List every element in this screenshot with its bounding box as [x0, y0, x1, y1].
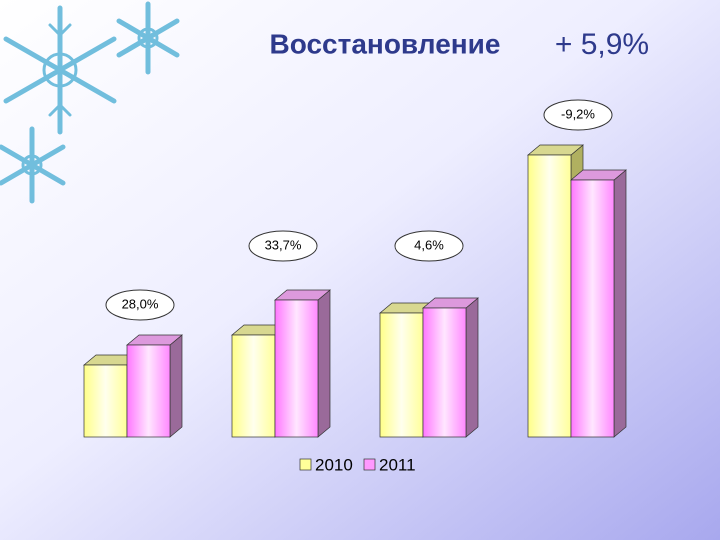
annotation-bubble: [543, 99, 613, 131]
bar: [126, 344, 171, 438]
annotation-bubble: [248, 230, 318, 262]
annotation: 4,6%: [414, 237, 444, 252]
bar: [231, 334, 276, 438]
legend-swatch: [363, 458, 376, 471]
bar-side: [465, 297, 479, 438]
bar: [570, 179, 615, 438]
annotation: 33,7%: [265, 237, 302, 252]
annotation-bubble: [394, 230, 464, 262]
subtitle: + 5,9%: [555, 28, 649, 61]
legend-swatch: [299, 458, 312, 471]
bar: [83, 364, 128, 438]
legend-label: 2010: [315, 455, 353, 474]
annotation: -9,2%: [561, 106, 595, 121]
title: Восстановление: [270, 28, 501, 59]
snowflakes: [0, 1, 180, 204]
annotation-bubble: [105, 289, 175, 321]
bar: [274, 299, 319, 438]
bar: [422, 307, 467, 438]
bar-side: [613, 169, 627, 438]
legend-label: 2011: [379, 455, 416, 474]
bar-side: [169, 334, 183, 438]
bar-side: [317, 289, 331, 438]
bar: [527, 154, 572, 438]
annotation: 28,0%: [122, 296, 159, 311]
bar: [379, 312, 424, 438]
